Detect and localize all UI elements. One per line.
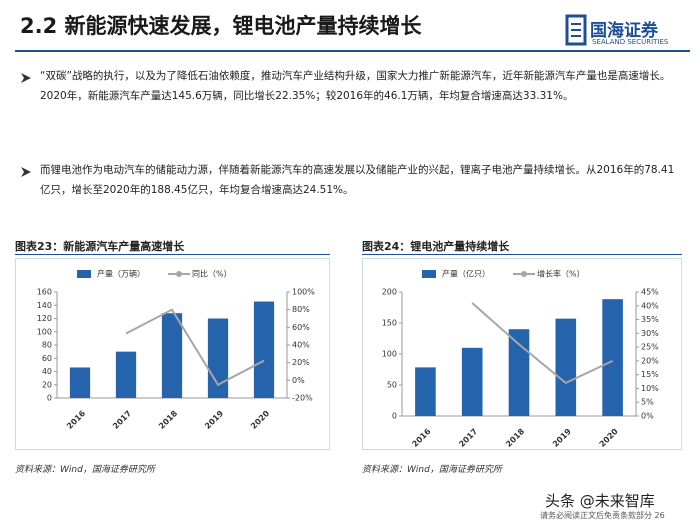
legend-label: 增长率（%） bbox=[537, 269, 585, 279]
y2-tick-label: 80% bbox=[292, 305, 310, 314]
chart: 0 20 40 60 80 100 120 140 160 -20% 0% 20% 40% 60% 80% 1… bbox=[15, 258, 330, 450]
y2-tick-label: 45% bbox=[641, 288, 659, 297]
y-tick-label: 0 bbox=[392, 412, 397, 421]
legend-label: 同比（%） bbox=[192, 269, 232, 279]
bullet: “双碳”战略的执行，以及为了降低石油依赖度，推动汽车产业结构升级，国家大力推广新… bbox=[40, 70, 671, 102]
line bbox=[471, 302, 614, 385]
y2-tick-label: 0% bbox=[641, 412, 654, 421]
y-tick-label: 20 bbox=[42, 380, 52, 389]
bar bbox=[69, 367, 91, 398]
watermark: 头条 @未来智库 bbox=[545, 492, 655, 510]
y-tick-label: 100 bbox=[37, 327, 52, 336]
y-tick-label: 160 bbox=[37, 288, 52, 297]
chart-frame bbox=[362, 258, 682, 450]
chart-rule bbox=[362, 254, 682, 255]
logo-en: SEALAND SECURITIES bbox=[592, 38, 669, 46]
bar bbox=[115, 351, 137, 398]
y-tick-label: 50 bbox=[387, 381, 397, 390]
y2-tick-label: 35% bbox=[641, 315, 659, 324]
bar bbox=[207, 318, 229, 398]
chart-title: 图表24：锂电池产量持续增长 bbox=[362, 240, 510, 253]
legend-label: 产量（亿只） bbox=[442, 269, 490, 279]
y2-tick-label: 60% bbox=[292, 323, 310, 332]
y-tick-label: 200 bbox=[382, 288, 397, 297]
x-tick-label: 2017 bbox=[111, 409, 133, 431]
y2-tick-label: 15% bbox=[641, 370, 659, 379]
y2-tick-label: 30% bbox=[641, 329, 659, 338]
line bbox=[125, 308, 265, 387]
chart-title: 图表23：新能源汽车产量高速增长 bbox=[15, 240, 185, 253]
legend-label: 产量（万辆） bbox=[97, 269, 145, 279]
x-tick-label: 2016 bbox=[410, 427, 432, 449]
y-tick-label: 120 bbox=[37, 314, 52, 323]
legend-swatch bbox=[521, 271, 527, 277]
logo-icon bbox=[565, 14, 587, 46]
y2-tick-label: 0% bbox=[292, 376, 305, 385]
y2-tick-label: 10% bbox=[641, 384, 659, 393]
y2-tick-label: 40% bbox=[641, 301, 659, 310]
x-tick-label: 2018 bbox=[157, 409, 179, 431]
y-tick-label: 150 bbox=[382, 319, 397, 328]
x-tick-label: 2018 bbox=[504, 427, 526, 449]
logo: 国海证券 bbox=[590, 21, 658, 41]
legend-swatch bbox=[77, 270, 91, 278]
bar bbox=[253, 301, 275, 398]
y2-tick-label: -20% bbox=[292, 394, 313, 403]
x-tick-label: 2020 bbox=[598, 427, 620, 449]
x-tick-label: 2019 bbox=[203, 409, 225, 431]
y-tick-label: 0 bbox=[47, 394, 52, 403]
bar bbox=[415, 367, 436, 416]
x-tick-label: 2017 bbox=[457, 427, 479, 449]
y2-tick-label: 20% bbox=[292, 358, 310, 367]
y-tick-label: 40 bbox=[42, 367, 52, 376]
bullet: 而锂电池作为电动汽车的储能动力源，伴随着新能源汽车的高速发展以及储能产业的兴起，… bbox=[40, 164, 675, 196]
y2-tick-label: 20% bbox=[641, 356, 659, 365]
y2-tick-label: 40% bbox=[292, 341, 310, 350]
x-tick-label: 2019 bbox=[551, 427, 573, 449]
source: 资料来源：Wind，国海证券研究所 bbox=[362, 465, 502, 475]
bar bbox=[508, 329, 530, 416]
y-tick-label: 60 bbox=[42, 354, 52, 363]
legend-swatch bbox=[176, 271, 182, 277]
legend-swatch bbox=[422, 270, 436, 278]
x-tick-label: 2016 bbox=[65, 409, 87, 431]
y-tick-label: 100 bbox=[382, 350, 397, 359]
bullet-icon bbox=[21, 73, 31, 83]
chart: 0 50 100 150 200 0% 5% 10% 15% 20% 25% 30% 35% 40% 45%… bbox=[362, 258, 682, 450]
disclaimer: 请务必阅读正文后免责条款部分 26 bbox=[540, 511, 665, 520]
chart-rule bbox=[15, 254, 330, 255]
source: 资料来源：Wind，国海证券研究所 bbox=[15, 465, 155, 475]
page-title: 2.2 新能源快速发展，锂电池产量持续增长 bbox=[20, 14, 422, 38]
y2-tick-label: 100% bbox=[292, 288, 315, 297]
bar bbox=[602, 299, 623, 416]
bar bbox=[555, 318, 577, 416]
chart-frame bbox=[15, 258, 330, 450]
bar bbox=[461, 347, 483, 416]
x-tick-label: 2020 bbox=[249, 409, 271, 431]
y-tick-label: 140 bbox=[37, 301, 52, 310]
header-rule bbox=[15, 50, 690, 52]
bullet-icon bbox=[21, 167, 31, 177]
y2-tick-label: 5% bbox=[641, 398, 654, 407]
bar bbox=[161, 313, 183, 398]
y2-tick-label: 25% bbox=[641, 343, 659, 352]
y-tick-label: 80 bbox=[42, 341, 52, 350]
